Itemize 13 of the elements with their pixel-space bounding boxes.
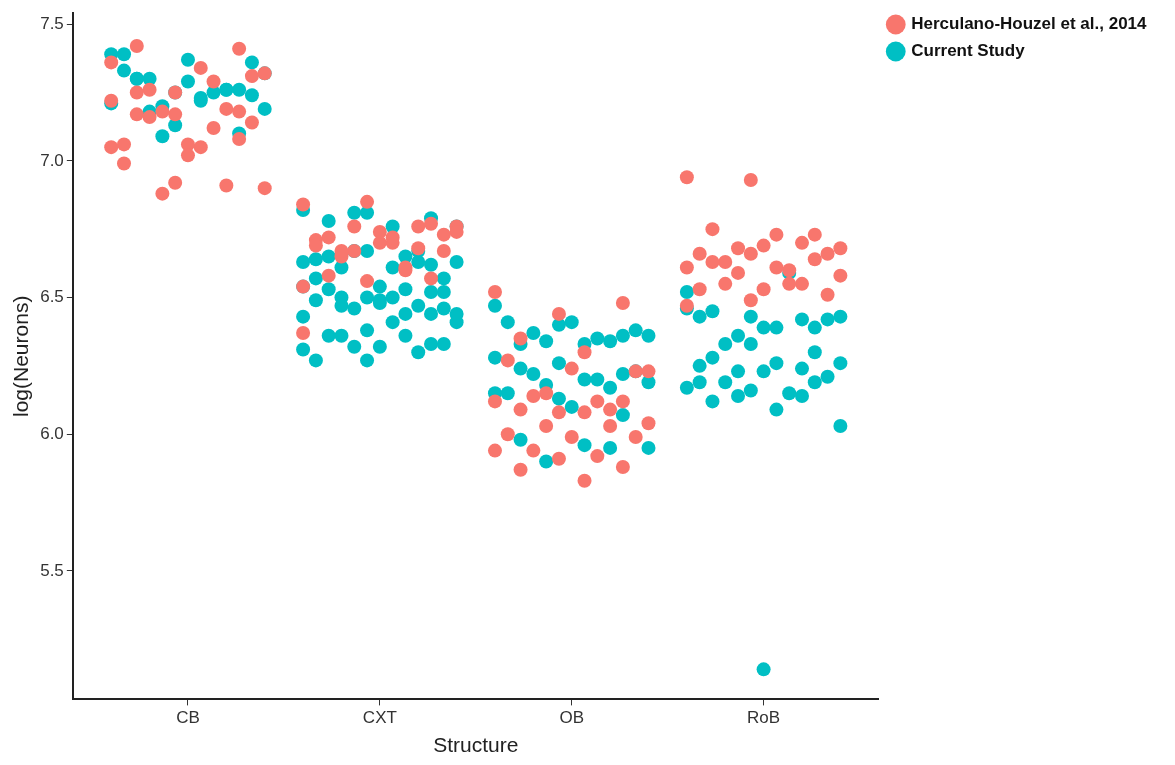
y-tick-label: 6.5 [40,287,64,307]
y-tick-label: 6.0 [40,423,64,443]
x-axis-title: Structure [433,733,519,757]
y-tick-label: 7.0 [40,150,64,170]
x-tick-label: CXT [362,708,397,728]
y-tick-label: 5.5 [40,560,64,580]
x-tick-label: CB [176,708,200,728]
legend-label: Current Study [911,41,1072,61]
x-tick-label: OB [559,708,585,728]
y-axis-title: log(Neurons) [9,295,33,417]
x-tick-label: RoB [747,708,781,728]
legend-label: Herculano-Houzel et al., 2014 [911,14,1175,34]
y-tick-label: 7.5 [40,13,64,33]
